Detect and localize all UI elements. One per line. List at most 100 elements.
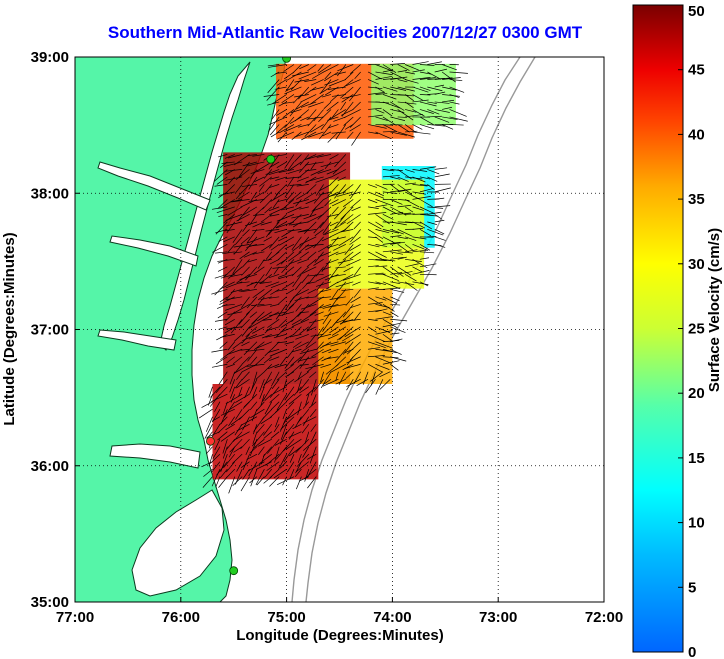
velocity-vector	[419, 221, 432, 230]
velocity-vector	[337, 64, 347, 77]
velocity-vector	[390, 241, 406, 245]
velocity-vector	[245, 304, 258, 315]
velocity-vector	[382, 124, 398, 132]
velocity-vector	[218, 476, 228, 488]
velocity-vector	[284, 124, 302, 132]
velocity-vector	[245, 326, 258, 338]
velocity-vector	[297, 304, 310, 317]
velocity-vector	[397, 221, 413, 224]
velocity-vector	[412, 99, 429, 103]
velocity-vector	[354, 71, 361, 80]
velocity-vector	[449, 86, 465, 93]
velocity-vector	[368, 92, 385, 95]
velocity-vector	[331, 199, 346, 207]
velocity-vector	[232, 476, 243, 486]
velocity-vector	[335, 251, 346, 255]
velocity-vector	[351, 131, 361, 146]
velocity-vector	[301, 266, 317, 274]
velocity-vector	[269, 184, 280, 188]
velocity-vector	[239, 184, 250, 195]
velocity-vector	[345, 371, 354, 379]
velocity-vector	[427, 61, 442, 65]
velocity-vector	[299, 206, 309, 210]
velocity-vector	[390, 206, 407, 216]
velocity-vector	[292, 274, 302, 288]
velocity-vector	[382, 311, 392, 316]
velocity-vector	[419, 166, 437, 170]
velocity-vector	[272, 266, 287, 269]
velocity-vector	[242, 229, 250, 237]
velocity-vector	[242, 259, 250, 268]
velocity-vector	[337, 191, 354, 197]
velocity-vector	[375, 296, 387, 301]
velocity-vector	[307, 64, 317, 72]
velocity-vector	[442, 116, 458, 120]
velocity-vector	[367, 251, 385, 261]
velocity-vector	[266, 461, 280, 471]
velocity-vector	[225, 221, 243, 227]
velocity-vector	[390, 176, 401, 180]
velocity-vector	[293, 326, 302, 336]
velocity-vector	[262, 446, 273, 457]
velocity-vector	[375, 221, 384, 228]
velocity-vector	[390, 296, 400, 302]
velocity-vector	[368, 287, 379, 290]
velocity-vector	[434, 167, 448, 170]
velocity-vector	[338, 281, 347, 291]
velocity-vector	[375, 363, 390, 370]
velocity-vector	[230, 394, 236, 403]
velocity-vector	[294, 371, 310, 383]
velocity-vector	[276, 124, 287, 134]
velocity-vector	[316, 281, 332, 287]
velocity-vector	[286, 71, 302, 81]
velocity-vector	[232, 259, 243, 275]
velocity-vector	[306, 296, 317, 299]
velocity-vector	[228, 446, 236, 458]
velocity-vector	[248, 333, 265, 340]
albemarle-sound	[109, 443, 201, 469]
velocity-vector	[302, 416, 317, 424]
velocity-vector	[382, 101, 401, 109]
velocity-vector	[419, 109, 434, 114]
velocity-vector	[313, 221, 324, 234]
velocity-vector	[264, 393, 273, 401]
velocity-vector	[226, 289, 236, 300]
velocity-vector	[308, 131, 324, 138]
velocity-vector	[334, 184, 347, 199]
velocity-vector	[331, 109, 339, 119]
velocity-vector	[225, 326, 243, 330]
velocity-vector	[390, 318, 408, 322]
velocity-vector	[322, 221, 332, 234]
velocity-vector	[341, 94, 354, 103]
velocity-vector	[305, 176, 317, 184]
velocity-vector	[316, 341, 324, 351]
velocity-vector	[404, 206, 414, 213]
velocity-vector	[229, 438, 243, 453]
y-tick-label: 36:00	[31, 458, 69, 475]
x-tick-label: 74:00	[373, 609, 411, 626]
velocity-vector	[281, 206, 295, 211]
velocity-vector	[211, 469, 221, 487]
velocity-vector	[240, 236, 250, 245]
velocity-vector	[214, 184, 228, 187]
velocity-vector	[262, 333, 272, 339]
velocity-vector	[367, 296, 383, 306]
velocity-vector	[329, 229, 347, 238]
velocity-vector	[217, 199, 228, 209]
velocity-vector	[318, 244, 332, 253]
velocity-vector	[367, 221, 382, 230]
velocity-vector	[226, 356, 235, 364]
velocity-vector	[329, 221, 339, 227]
velocity-vector	[368, 212, 387, 215]
velocity-vector	[412, 184, 428, 187]
velocity-vector	[289, 184, 302, 186]
velocity-vector	[299, 386, 310, 394]
velocity-vector	[311, 394, 317, 406]
velocity-vector	[276, 221, 295, 229]
velocity-vector	[375, 184, 388, 190]
velocity-vector	[412, 266, 423, 273]
velocity-vector	[390, 131, 407, 136]
velocity-vector	[279, 461, 287, 469]
y-tick-label: 35:00	[31, 594, 69, 611]
velocity-vector	[382, 249, 402, 253]
